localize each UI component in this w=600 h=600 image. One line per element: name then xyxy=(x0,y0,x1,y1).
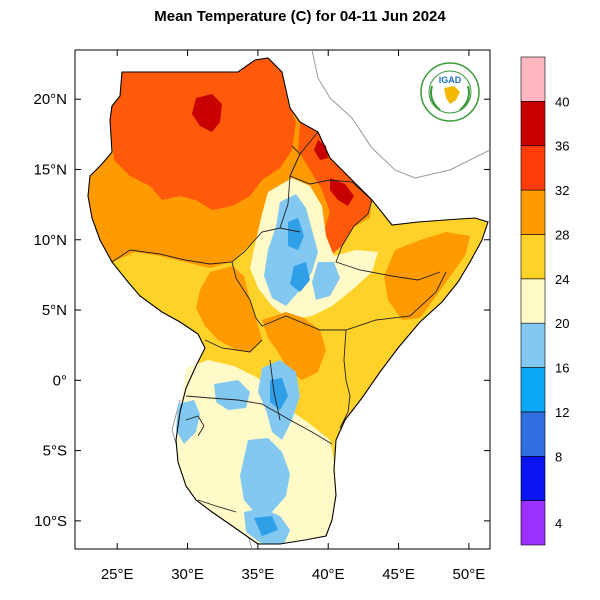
region-hot-32-36 xyxy=(110,58,296,210)
colorbar-bin xyxy=(520,278,546,324)
lat-tick-label: 5°N xyxy=(42,302,67,319)
region-warm-lake-turkana xyxy=(262,312,326,380)
colorbar: 4 8 12 16 20 24 28 32 36 40 xyxy=(520,56,569,546)
colorbar-label: 20 xyxy=(555,316,569,331)
colorbar-bin xyxy=(520,367,546,413)
colorbar-bin xyxy=(520,234,546,280)
logo-wreath-right xyxy=(459,85,470,111)
lon-tick-label: 35°E xyxy=(242,566,275,583)
outside-coastline xyxy=(311,50,490,179)
colorbar-bin xyxy=(520,322,546,368)
colorbar-label: 4 xyxy=(555,516,562,531)
region-colder-1 xyxy=(288,218,304,250)
region-outline xyxy=(87,57,489,545)
igad-logo: IGAD xyxy=(420,62,480,122)
lat-tick-label: 10°S xyxy=(34,513,67,530)
lat-tick-label: 15°N xyxy=(33,161,67,178)
colorbar-label: 8 xyxy=(555,449,562,464)
logo-text: IGAD xyxy=(439,75,462,85)
lon-tick-label: 45°E xyxy=(382,566,415,583)
lon-tick-label: 50°E xyxy=(453,566,486,583)
map-title: Mean Temperature (C) for 04-11 Jun 2024 xyxy=(154,8,446,25)
region-colder-kenya xyxy=(270,378,288,410)
region-cold-rwanda xyxy=(176,400,200,444)
colorbar-bin xyxy=(520,56,546,102)
region-colder-2 xyxy=(290,262,310,292)
region-cold-lake-vic xyxy=(214,380,250,410)
lon-tick-label: 25°E xyxy=(101,566,134,583)
logo-map-shape xyxy=(444,86,460,104)
colorbar-bin xyxy=(520,455,546,501)
colorbar-bin xyxy=(520,411,546,457)
colorbar-bin xyxy=(520,189,546,235)
region-very-hot-1 xyxy=(192,94,222,132)
colorbar-label: 24 xyxy=(555,272,569,287)
colorbar-label: 16 xyxy=(555,361,569,376)
colorbar-label: 32 xyxy=(555,183,569,198)
lat-tick-label: 10°N xyxy=(33,232,67,249)
colorbar-bin xyxy=(520,145,546,191)
region-warm-somalia xyxy=(384,232,470,320)
logo-wreath-left xyxy=(430,85,441,111)
country-borders xyxy=(111,131,447,513)
lat-tick-label: 5°S xyxy=(43,443,67,460)
region-cold-tanzania xyxy=(240,438,290,514)
colorbar-label: 12 xyxy=(555,405,569,420)
region-warm-south-sudan xyxy=(196,266,262,352)
map-layers xyxy=(87,50,490,549)
region-very-hot-2 xyxy=(330,178,354,206)
region-colder-south xyxy=(254,516,278,536)
lat-tick-label: 20°N xyxy=(33,91,67,108)
colorbar-bin xyxy=(520,101,546,147)
colorbar-label: 40 xyxy=(555,94,569,109)
lat-tick-label: 0° xyxy=(53,372,67,389)
axis-ticks: 25°E 30°E 35°E 40°E 45°E 50°E 20°N 15°N 10°N 5°N 0… xyxy=(33,50,490,583)
colorbar-label: 36 xyxy=(555,139,569,154)
lon-tick-label: 30°E xyxy=(171,566,204,583)
colorbar-label: 28 xyxy=(555,227,569,242)
lon-tick-label: 40°E xyxy=(312,566,345,583)
region-cold-highlands-2 xyxy=(312,262,340,300)
colorbar-bin xyxy=(520,500,546,546)
